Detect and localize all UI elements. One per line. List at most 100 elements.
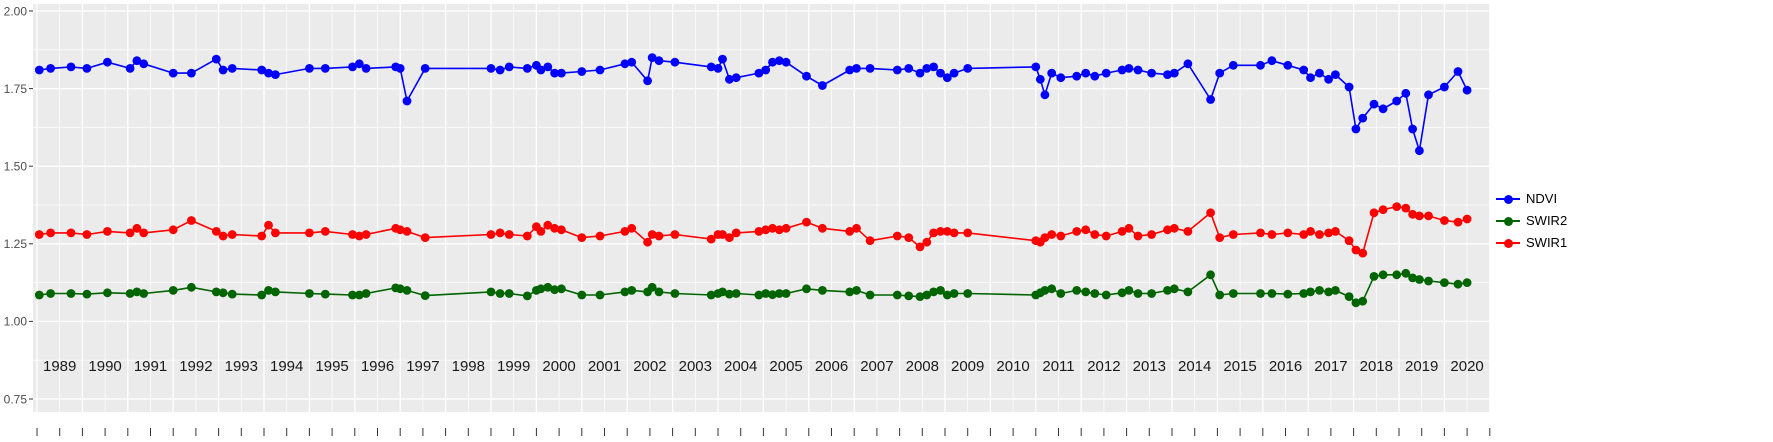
data-point-swir2 [892, 290, 902, 300]
data-point-swir2 [522, 291, 532, 301]
data-point-swir1 [1081, 225, 1091, 235]
data-point-ndvi [1183, 59, 1193, 69]
data-point-ndvi [103, 57, 112, 67]
data-point-ndvi [627, 57, 637, 67]
data-point-swir1 [647, 230, 657, 239]
x-axis-label: 2015 [1223, 358, 1256, 375]
data-point-ndvi [963, 64, 973, 73]
data-point-ndvi [725, 74, 734, 84]
data-point-ndvi [1072, 71, 1082, 81]
data-point-swir2 [1344, 292, 1354, 301]
data-point-ndvi [670, 57, 680, 67]
x-axis-label: 2010 [996, 358, 1029, 375]
data-point-swir2 [904, 291, 914, 301]
data-point-ndvi [577, 67, 587, 76]
data-point-swir2 [125, 289, 135, 298]
data-point-swir2 [361, 289, 371, 298]
data-point-ndvi [620, 59, 630, 69]
series-line-ndvi [39, 56, 1468, 152]
data-point-swir1 [1462, 214, 1472, 224]
data-point-ndvi [82, 64, 92, 73]
data-point-swir2 [577, 290, 587, 300]
data-point-swir2 [402, 286, 412, 295]
data-point-ndvi [264, 68, 273, 78]
data-point-swir2 [1462, 278, 1472, 287]
data-point-ndvi [718, 54, 727, 64]
data-point-ndvi [1331, 70, 1340, 79]
data-point-swir2 [1378, 270, 1388, 280]
y-axis-label: 1.50 [4, 160, 28, 174]
x-axis-label: 1997 [406, 358, 439, 375]
data-point-swir1 [718, 230, 727, 239]
data-point-swir1 [395, 225, 405, 235]
data-point-swir2 [706, 290, 716, 300]
data-point-swir1 [557, 225, 566, 235]
data-point-swir1 [543, 220, 553, 230]
data-point-swir2 [768, 290, 777, 300]
data-point-swir1 [654, 231, 664, 241]
data-point-swir1 [550, 223, 559, 233]
data-point-swir2 [257, 290, 267, 300]
legend-label-swir1: SWIR1 [1526, 235, 1568, 250]
data-point-ndvi [818, 81, 827, 90]
data-point-swir2 [647, 282, 657, 292]
data-point-swir2 [620, 287, 630, 297]
data-point-swir1 [1424, 211, 1433, 221]
x-axis-label: 1991 [134, 358, 167, 375]
data-point-swir2 [504, 289, 514, 298]
data-point-swir2 [595, 290, 605, 300]
data-point-swir1 [1267, 230, 1277, 239]
x-axis-label: 1999 [497, 358, 530, 375]
data-point-swir2 [348, 290, 357, 300]
data-point-ndvi [1424, 90, 1433, 100]
data-point-swir1 [1440, 216, 1449, 225]
data-point-swir1 [1315, 230, 1324, 239]
data-point-swir2 [774, 289, 784, 298]
data-point-swir1 [1206, 208, 1215, 218]
data-point-swir1 [1047, 230, 1057, 239]
data-point-ndvi [550, 68, 559, 78]
data-point-ndvi [802, 71, 811, 81]
data-point-swir1 [211, 227, 221, 236]
data-point-swir2 [305, 289, 314, 298]
x-axis-label: 1989 [43, 358, 76, 375]
data-point-ndvi [1090, 71, 1100, 81]
data-point-swir2 [761, 289, 771, 298]
data-point-swir1 [1453, 217, 1463, 227]
data-point-ndvi [1133, 65, 1143, 75]
data-point-swir1 [754, 227, 764, 236]
y-axis-label: 1.25 [4, 237, 28, 251]
data-point-swir1 [1351, 245, 1361, 255]
data-point-swir1 [620, 227, 630, 236]
data-point-swir1 [1228, 230, 1238, 239]
data-point-swir2 [1215, 290, 1225, 300]
data-point-ndvi [348, 62, 357, 72]
data-point-swir2 [1358, 296, 1368, 306]
data-point-swir2 [1415, 275, 1424, 284]
data-point-swir1 [227, 230, 237, 239]
data-point-swir1 [1369, 208, 1379, 218]
data-point-ndvi [781, 57, 791, 67]
data-point-swir1 [34, 230, 44, 239]
data-point-swir1 [354, 231, 364, 241]
data-point-swir1 [802, 217, 811, 227]
data-point-swir2 [1228, 289, 1238, 298]
data-point-ndvi [1315, 68, 1324, 78]
data-point-ndvi [595, 65, 605, 75]
data-point-ndvi [865, 64, 875, 73]
data-point-swir2 [46, 289, 55, 298]
data-point-swir1 [922, 237, 932, 247]
data-point-ndvi [1378, 104, 1388, 114]
data-point-ndvi [557, 68, 566, 78]
legend-label-swir2: SWIR2 [1526, 213, 1568, 228]
x-axis-label: 2018 [1360, 358, 1393, 375]
data-point-swir2 [781, 289, 791, 298]
data-point-swir1 [1401, 203, 1411, 213]
data-point-ndvi [915, 68, 925, 78]
data-point-swir1 [1215, 233, 1225, 243]
x-axis-label: 2001 [588, 358, 621, 375]
x-axis-label: 2009 [951, 358, 984, 375]
data-point-ndvi [1047, 68, 1057, 78]
data-point-ndvi [1147, 68, 1156, 78]
data-point-swir2 [1169, 284, 1179, 294]
